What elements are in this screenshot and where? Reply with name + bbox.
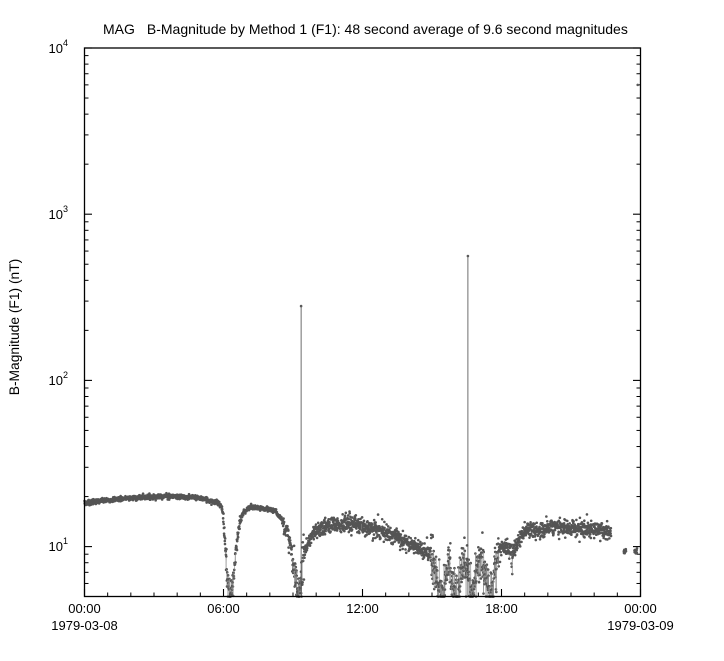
svg-text:00:00: 00:00 xyxy=(624,601,657,616)
svg-text:06:00: 06:00 xyxy=(207,601,240,616)
svg-text:12:00: 12:00 xyxy=(346,601,379,616)
svg-text:1979-03-09: 1979-03-09 xyxy=(607,618,674,633)
svg-text:18:00: 18:00 xyxy=(485,601,518,616)
svg-text:1979-03-08: 1979-03-08 xyxy=(51,618,118,633)
svg-text:00:00: 00:00 xyxy=(68,601,101,616)
svg-text:B-Magnitude (F1) (nT): B-Magnitude (F1) (nT) xyxy=(7,259,22,395)
